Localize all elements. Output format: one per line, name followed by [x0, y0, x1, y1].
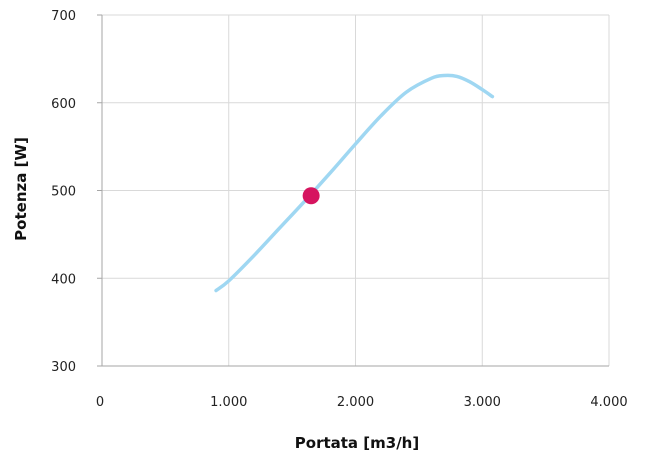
x-tick-label: 2.000	[337, 395, 374, 410]
plot-series	[214, 73, 495, 293]
x-tick-label: 0	[96, 395, 104, 410]
y-tick-label: 600	[51, 97, 76, 112]
y-tick-label: 300	[51, 360, 76, 375]
axes	[97, 14, 609, 367]
operating-point	[302, 187, 320, 205]
y-axis-title: Potenza [W]	[12, 137, 30, 241]
x-tick-label: 1.000	[210, 395, 247, 410]
y-tick-label: 400	[51, 272, 76, 287]
x-axis-title: Portata [m3/h]	[295, 434, 419, 452]
y-tick-label: 500	[51, 185, 76, 200]
y-tick-labels: 300 400 500 600 700	[51, 9, 76, 375]
x-tick-label: 3.000	[464, 395, 501, 410]
power-curve	[214, 73, 495, 293]
y-tick-label: 700	[51, 9, 76, 24]
grid-lines	[102, 14, 610, 366]
x-tick-label: 4.000	[590, 395, 627, 410]
x-tick-labels: 0 1.000 2.000 3.000 4.000	[96, 395, 628, 410]
